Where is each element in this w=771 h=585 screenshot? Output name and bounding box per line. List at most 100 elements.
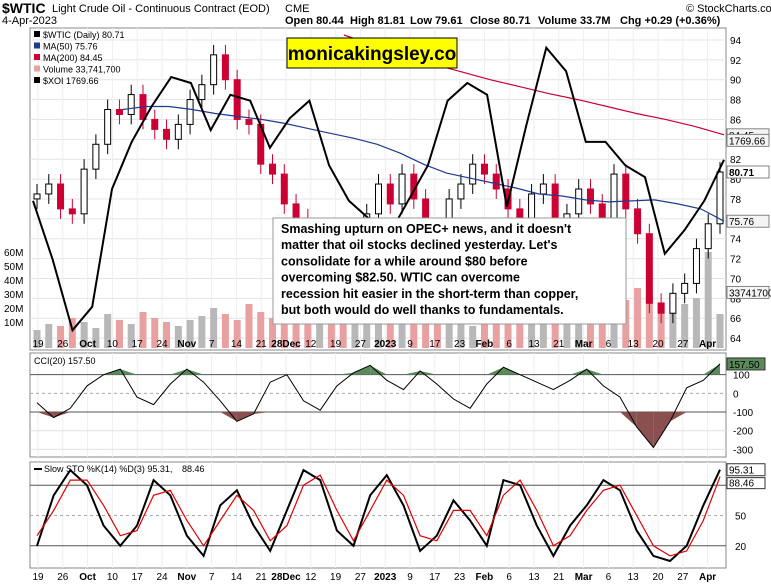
candle-body bbox=[657, 302, 665, 314]
x-tick-label-top: 17 bbox=[132, 339, 144, 350]
volume-tick-label: 10M bbox=[4, 318, 23, 329]
annotation-text: Smashing upturn on OPEC+ news, and it do… bbox=[281, 222, 578, 317]
volume-bar bbox=[245, 304, 253, 348]
volume-bar bbox=[57, 326, 65, 348]
annotation-line: matter that oil stocks declined yesterda… bbox=[281, 238, 557, 252]
volume-bar bbox=[692, 298, 700, 348]
cci-positive-fill bbox=[336, 372, 354, 375]
price-tag-label: 75.76 bbox=[729, 217, 754, 228]
legend-label: $WTIC (Daily) 80.71 bbox=[43, 30, 125, 40]
x-tick-label-bottom: 12 bbox=[305, 572, 317, 583]
sto-k-tag-box bbox=[726, 463, 766, 477]
candle-body bbox=[386, 183, 394, 205]
cci-tick-label: -300 bbox=[733, 445, 753, 456]
candle-body bbox=[104, 109, 112, 145]
low: Low 79.61 bbox=[410, 15, 463, 27]
x-tick-label-top: 2023 bbox=[374, 339, 397, 350]
price-tick-label: 82 bbox=[730, 155, 742, 166]
candle-body bbox=[528, 193, 536, 220]
candle-body bbox=[551, 183, 559, 220]
cci-positive-fill bbox=[703, 363, 720, 375]
annotation-line: Smashing upturn on OPEC+ news, and it do… bbox=[281, 222, 572, 236]
candle-body bbox=[610, 173, 618, 220]
volume-bar bbox=[634, 288, 642, 348]
volume-bar bbox=[163, 322, 171, 348]
volume-bar bbox=[657, 302, 665, 348]
sto-d-tag-label: 88.46 bbox=[729, 479, 754, 490]
candle-body bbox=[575, 188, 583, 215]
x-tick-label-top: 14 bbox=[231, 339, 243, 350]
x-tick-label-top: 26 bbox=[57, 339, 69, 350]
volume-bar bbox=[716, 314, 724, 348]
symbol: $WTIC bbox=[2, 0, 46, 16]
x-tick-label-bottom: 27 bbox=[355, 572, 367, 583]
candle-body bbox=[398, 173, 406, 205]
x-tick-label-top: 27 bbox=[677, 339, 689, 350]
candle-body bbox=[245, 118, 253, 125]
x-tick-label-bottom: Oct bbox=[79, 572, 96, 583]
candle-body bbox=[269, 163, 277, 175]
cci-negative-fill bbox=[636, 412, 654, 448]
candle-body bbox=[57, 183, 65, 210]
cci-negative-fill bbox=[253, 412, 271, 414]
legend-swatch bbox=[34, 77, 40, 83]
volume-bar bbox=[504, 318, 512, 348]
x-tick-label-top: Oct bbox=[79, 339, 96, 350]
cci-tag-box bbox=[726, 357, 766, 371]
volume-bar bbox=[221, 314, 229, 348]
x-tick-label-bottom: Feb bbox=[476, 572, 494, 583]
volume-bar bbox=[469, 326, 477, 348]
x-tick-label-top: Nov bbox=[177, 339, 196, 350]
watermark-box bbox=[286, 37, 458, 69]
x-tick-label-bottom: 6 bbox=[606, 572, 612, 583]
cci-positive-fill bbox=[370, 365, 387, 375]
cci-negative-fill bbox=[653, 412, 671, 448]
volume-bar bbox=[386, 322, 394, 348]
candle-body bbox=[280, 173, 288, 205]
volume-bar bbox=[339, 324, 347, 348]
sto-k-tag-label: 95.31 bbox=[729, 466, 754, 477]
candle-body bbox=[186, 99, 194, 125]
price-tag-box bbox=[726, 133, 770, 147]
candle-body bbox=[151, 118, 159, 130]
legend-swatch bbox=[34, 31, 40, 37]
legend-swatch bbox=[34, 54, 40, 60]
volume-bar bbox=[316, 316, 324, 348]
volume-bar bbox=[269, 318, 277, 348]
candle-body bbox=[198, 84, 206, 101]
price-tag-box bbox=[726, 165, 770, 179]
legend-label: MA(200) 84.45 bbox=[43, 53, 103, 63]
volume-bar bbox=[433, 324, 441, 348]
candle-body bbox=[586, 188, 594, 205]
candle-body bbox=[33, 193, 41, 200]
volume-bars bbox=[33, 252, 724, 348]
price-tag-label: 80.71 bbox=[729, 168, 754, 179]
x-tick-label-top: 20 bbox=[652, 339, 664, 350]
candle-body bbox=[516, 208, 524, 220]
volume-bar bbox=[327, 320, 335, 348]
candle-body bbox=[210, 54, 218, 86]
candle-body bbox=[221, 54, 229, 81]
cci-line bbox=[36, 363, 721, 449]
candle-body bbox=[598, 203, 606, 220]
annotation-box bbox=[272, 217, 627, 325]
x-tick-label-bottom: 10 bbox=[107, 572, 119, 583]
candle-body bbox=[163, 128, 171, 140]
x-tick-label-bottom: 17 bbox=[132, 572, 144, 583]
volume-bar bbox=[598, 312, 606, 348]
open: Open 80.44 bbox=[285, 15, 345, 27]
watermark: monicakingsley.co bbox=[288, 44, 457, 65]
volume: Volume 33.7M bbox=[538, 15, 611, 27]
x-tick-label-bottom: 7 bbox=[209, 572, 215, 583]
cci-tag-label: 157.50 bbox=[729, 360, 760, 371]
annotation-line: consolidate for a while around $80 befor… bbox=[281, 254, 528, 268]
x-tick-label-bottom: 26 bbox=[57, 572, 69, 583]
candle-body bbox=[539, 183, 547, 195]
cci-tick-label: -200 bbox=[733, 427, 753, 438]
legend-swatch bbox=[34, 42, 40, 49]
volume-bar bbox=[280, 322, 288, 348]
volume-bar bbox=[457, 322, 465, 348]
candle-body bbox=[704, 223, 712, 250]
